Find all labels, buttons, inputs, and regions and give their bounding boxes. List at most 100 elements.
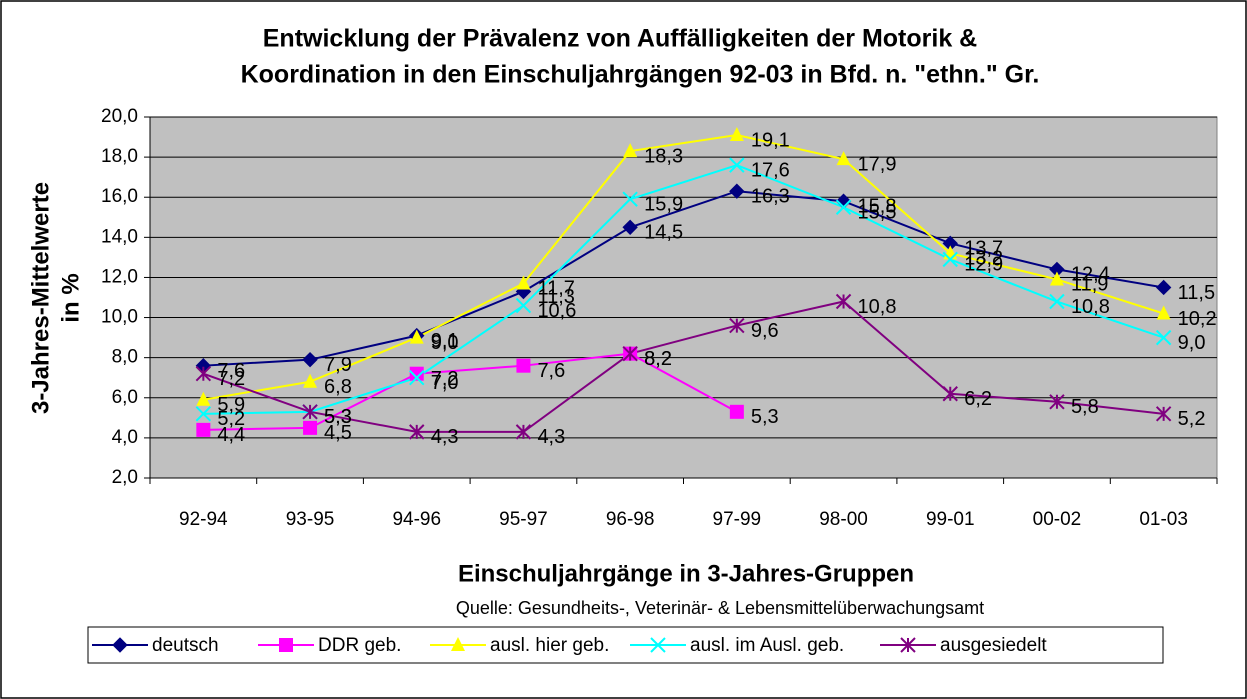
data-label: 9,0: [1178, 332, 1206, 354]
data-label: 17,9: [858, 153, 897, 175]
marker: [835, 293, 852, 310]
data-label: 10,2: [1178, 308, 1217, 330]
marker: [515, 424, 532, 440]
marker: [409, 329, 424, 344]
series-line: [203, 190, 1164, 367]
data-label: 5,9: [217, 394, 245, 416]
data-label: 12,4: [1071, 264, 1110, 286]
data-label: 9,1: [431, 330, 459, 352]
marker: [516, 358, 531, 373]
x-tick-label: 95-97: [499, 509, 548, 530]
data-label: 12,9: [964, 254, 1003, 276]
data-label: 7,2: [217, 368, 245, 390]
x-axis-title: Einschuljahrgänge in 3-Jahres-Gruppen: [458, 560, 914, 587]
data-label: 4,3: [431, 426, 459, 448]
marker: [516, 275, 531, 290]
legend-label: deutsch: [152, 635, 219, 656]
chart-title: Koordination in den Einschuljahrgängen 9…: [241, 61, 1040, 89]
marker: [622, 191, 638, 207]
data-label: 11,7: [537, 278, 574, 300]
marker: [900, 637, 916, 653]
data-label: 15,8: [858, 196, 897, 218]
data-label: 13,2: [964, 248, 1003, 270]
marker: [195, 406, 212, 422]
data-label: 14,5: [644, 222, 683, 244]
x-tick-label: 93-95: [286, 509, 335, 530]
legend-label: ausl. im Ausl. geb.: [690, 635, 844, 656]
data-label: 7,0: [431, 372, 459, 394]
y-tick-label: 18,0: [101, 146, 138, 167]
data-label: 5,2: [1178, 408, 1206, 430]
marker: [1155, 329, 1172, 346]
marker: [622, 345, 638, 362]
x-tick-label: 98-00: [819, 509, 868, 530]
data-label: 8,2: [644, 348, 672, 370]
data-label: 5,3: [751, 406, 779, 428]
legend-label: DDR geb.: [318, 635, 401, 656]
data-label: 15,9: [644, 194, 683, 216]
data-label: 7,9: [324, 354, 352, 376]
data-label: 7,2: [431, 368, 459, 390]
data-label: 7,6: [537, 360, 565, 382]
data-label: 7,6: [217, 360, 245, 382]
marker: [303, 373, 318, 388]
data-label: 17,6: [751, 159, 790, 181]
marker: [451, 637, 465, 651]
marker: [279, 638, 293, 652]
y-tick-label: 12,0: [101, 266, 138, 287]
y-tick-label: 16,0: [101, 186, 138, 207]
source-note: Quelle: Gesundheits-, Veterinär- & Leben…: [456, 598, 984, 618]
marker: [1155, 406, 1172, 422]
data-label: 5,8: [1071, 396, 1099, 418]
data-label: 9,0: [431, 332, 459, 354]
marker: [835, 199, 852, 215]
marker: [302, 404, 318, 420]
marker: [515, 297, 532, 314]
data-label: 16,3: [751, 185, 790, 207]
data-label: 8,2: [644, 348, 672, 370]
data-label: 4,3: [537, 426, 565, 448]
data-label: 10,8: [1071, 296, 1110, 318]
data-label: 4,4: [217, 424, 245, 446]
marker: [303, 420, 318, 435]
marker: [196, 422, 211, 437]
marker: [1049, 293, 1065, 310]
series-line: [203, 300, 1164, 433]
data-label: 15,5: [858, 202, 897, 224]
data-label: 9,6: [751, 320, 779, 342]
data-label: 5,3: [324, 406, 352, 428]
marker: [650, 637, 666, 653]
chart-title: Entwicklung der Prävalenz von Auffälligk…: [263, 25, 977, 53]
data-label: 10,6: [537, 300, 576, 322]
marker: [302, 351, 318, 368]
y-tick-label: 2,0: [112, 467, 138, 488]
data-label: 4,5: [324, 422, 352, 444]
data-label: 18,3: [644, 145, 683, 167]
data-label: 5,3: [324, 406, 352, 428]
marker: [409, 366, 424, 381]
x-tick-label: 97-99: [713, 509, 762, 530]
marker: [195, 366, 212, 382]
data-label: 5,2: [217, 408, 245, 430]
x-tick-label: 01-03: [1139, 509, 1188, 530]
marker: [1156, 305, 1171, 320]
series-line: [203, 352, 738, 431]
x-tick-label: 00-02: [1033, 509, 1082, 530]
data-label: 11,3: [537, 286, 574, 308]
data-label: 19,1: [751, 129, 790, 151]
series-line: [203, 134, 1164, 401]
marker: [196, 391, 211, 406]
series-line: [203, 164, 1164, 415]
marker: [112, 637, 128, 653]
y-tick-label: 8,0: [112, 347, 138, 368]
marker: [942, 386, 958, 402]
marker: [729, 183, 745, 199]
marker: [836, 151, 851, 166]
x-tick-label: 96-98: [606, 509, 655, 530]
marker: [729, 157, 745, 173]
data-label: 13,7: [964, 238, 1003, 260]
x-tick-label: 92-94: [179, 509, 228, 530]
legend-label: ausl. hier geb.: [490, 635, 609, 656]
y-tick-label: 6,0: [112, 387, 138, 408]
